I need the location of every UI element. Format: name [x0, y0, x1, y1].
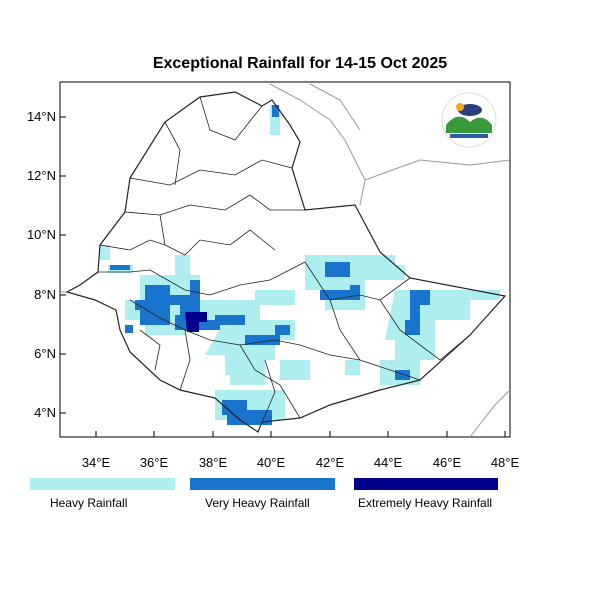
legend-swatch-heavy — [30, 478, 175, 490]
lat-tick-label: 4°N — [34, 405, 56, 420]
lon-tick-label: 40°E — [256, 455, 286, 470]
lon-tick-label: 34°E — [81, 455, 111, 470]
legend-swatch-extremely-heavy — [354, 478, 498, 490]
legend-label-very-heavy: Very Heavy Rainfall — [205, 496, 310, 510]
lon-tick-label: 44°E — [373, 455, 403, 470]
lon-tick-label: 48°E — [490, 455, 520, 470]
lat-tick-label: 12°N — [26, 168, 56, 183]
lat-tick-label: 10°N — [26, 227, 56, 242]
extremely-heavy-rainfall-areas — [185, 312, 207, 332]
legend-label-heavy: Heavy Rainfall — [50, 496, 128, 510]
map-title: Exceptional Rainfall for 14-15 Oct 2025 — [152, 55, 448, 72]
lat-tick-label: 8°N — [34, 287, 56, 302]
heavy-rainfall-areas — [100, 105, 500, 420]
lat-tick-label: 6°N — [34, 346, 56, 361]
lon-tick-label: 36°E — [139, 455, 169, 470]
map-frame — [59, 81, 511, 438]
lon-tick-label: 38°E — [198, 455, 228, 470]
axis-ticks — [60, 116, 506, 437]
lat-tick-label: 14°N — [26, 109, 56, 124]
institute-logo — [441, 92, 497, 148]
legend-swatch-very-heavy — [190, 478, 335, 490]
country-border — [65, 91, 507, 433]
lon-tick-label: 46°E — [432, 455, 462, 470]
lon-tick-label: 42°E — [315, 455, 345, 470]
legend-label-extremely-heavy: Extremely Heavy Rainfall — [358, 496, 493, 510]
neighbour-borders — [60, 83, 511, 438]
region-borders — [98, 96, 471, 423]
